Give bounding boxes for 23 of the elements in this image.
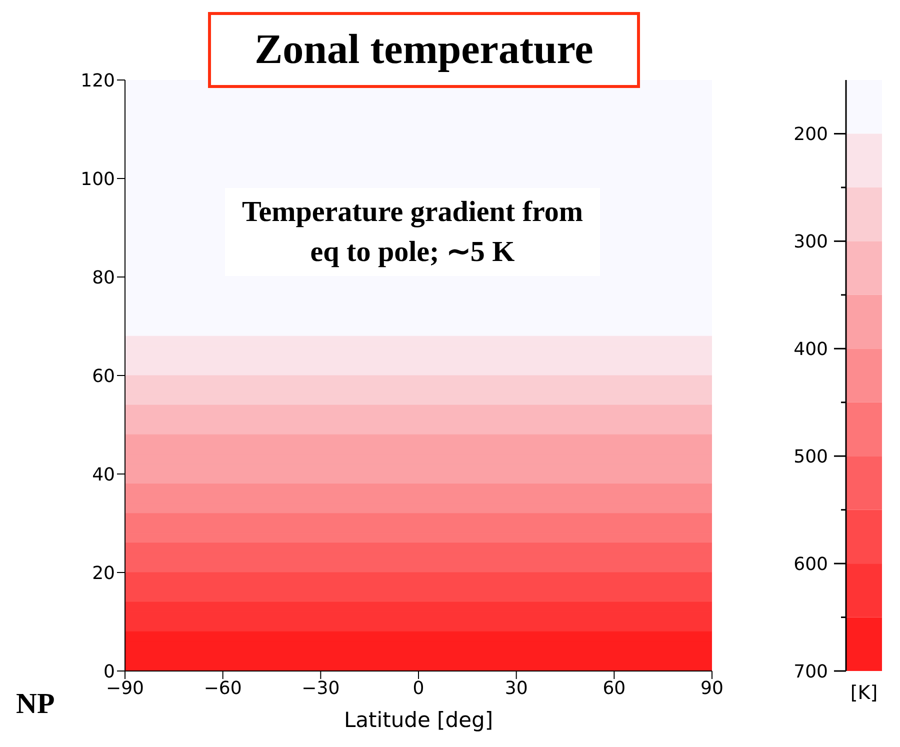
- y-tick-label: 100: [80, 168, 115, 190]
- x-tick-label: 30: [504, 678, 528, 699]
- color-bar-label: 400: [794, 338, 828, 360]
- chart-title: Zonal temperature: [208, 12, 640, 88]
- annotation: Temperature gradient from eq to pole; ∼5 K: [225, 188, 600, 276]
- x-tick-label: −60: [204, 678, 242, 699]
- text: NP: [16, 688, 55, 721]
- x-tick-label: 0: [412, 678, 424, 699]
- y-tick-label: 60: [92, 366, 115, 387]
- y-tick-label: 120: [80, 70, 115, 92]
- x-tick-label: 90: [700, 678, 724, 699]
- color-bar-label: 700: [794, 661, 828, 682]
- color-bar-label: 300: [794, 231, 828, 252]
- x-tick-label: 60: [602, 678, 626, 699]
- color-bar-label: 600: [794, 554, 828, 575]
- y-tick-label: 20: [92, 562, 115, 584]
- y-tick-label: 80: [92, 267, 115, 288]
- x-tick-label: −30: [302, 678, 340, 699]
- color-bar-label: 500: [794, 446, 828, 468]
- y-tick-label: 40: [92, 464, 115, 486]
- color-bar-label: 200: [794, 124, 828, 146]
- color-bar-title: [K]: [850, 682, 878, 704]
- x-axis-title: Latitude [deg]: [344, 708, 494, 732]
